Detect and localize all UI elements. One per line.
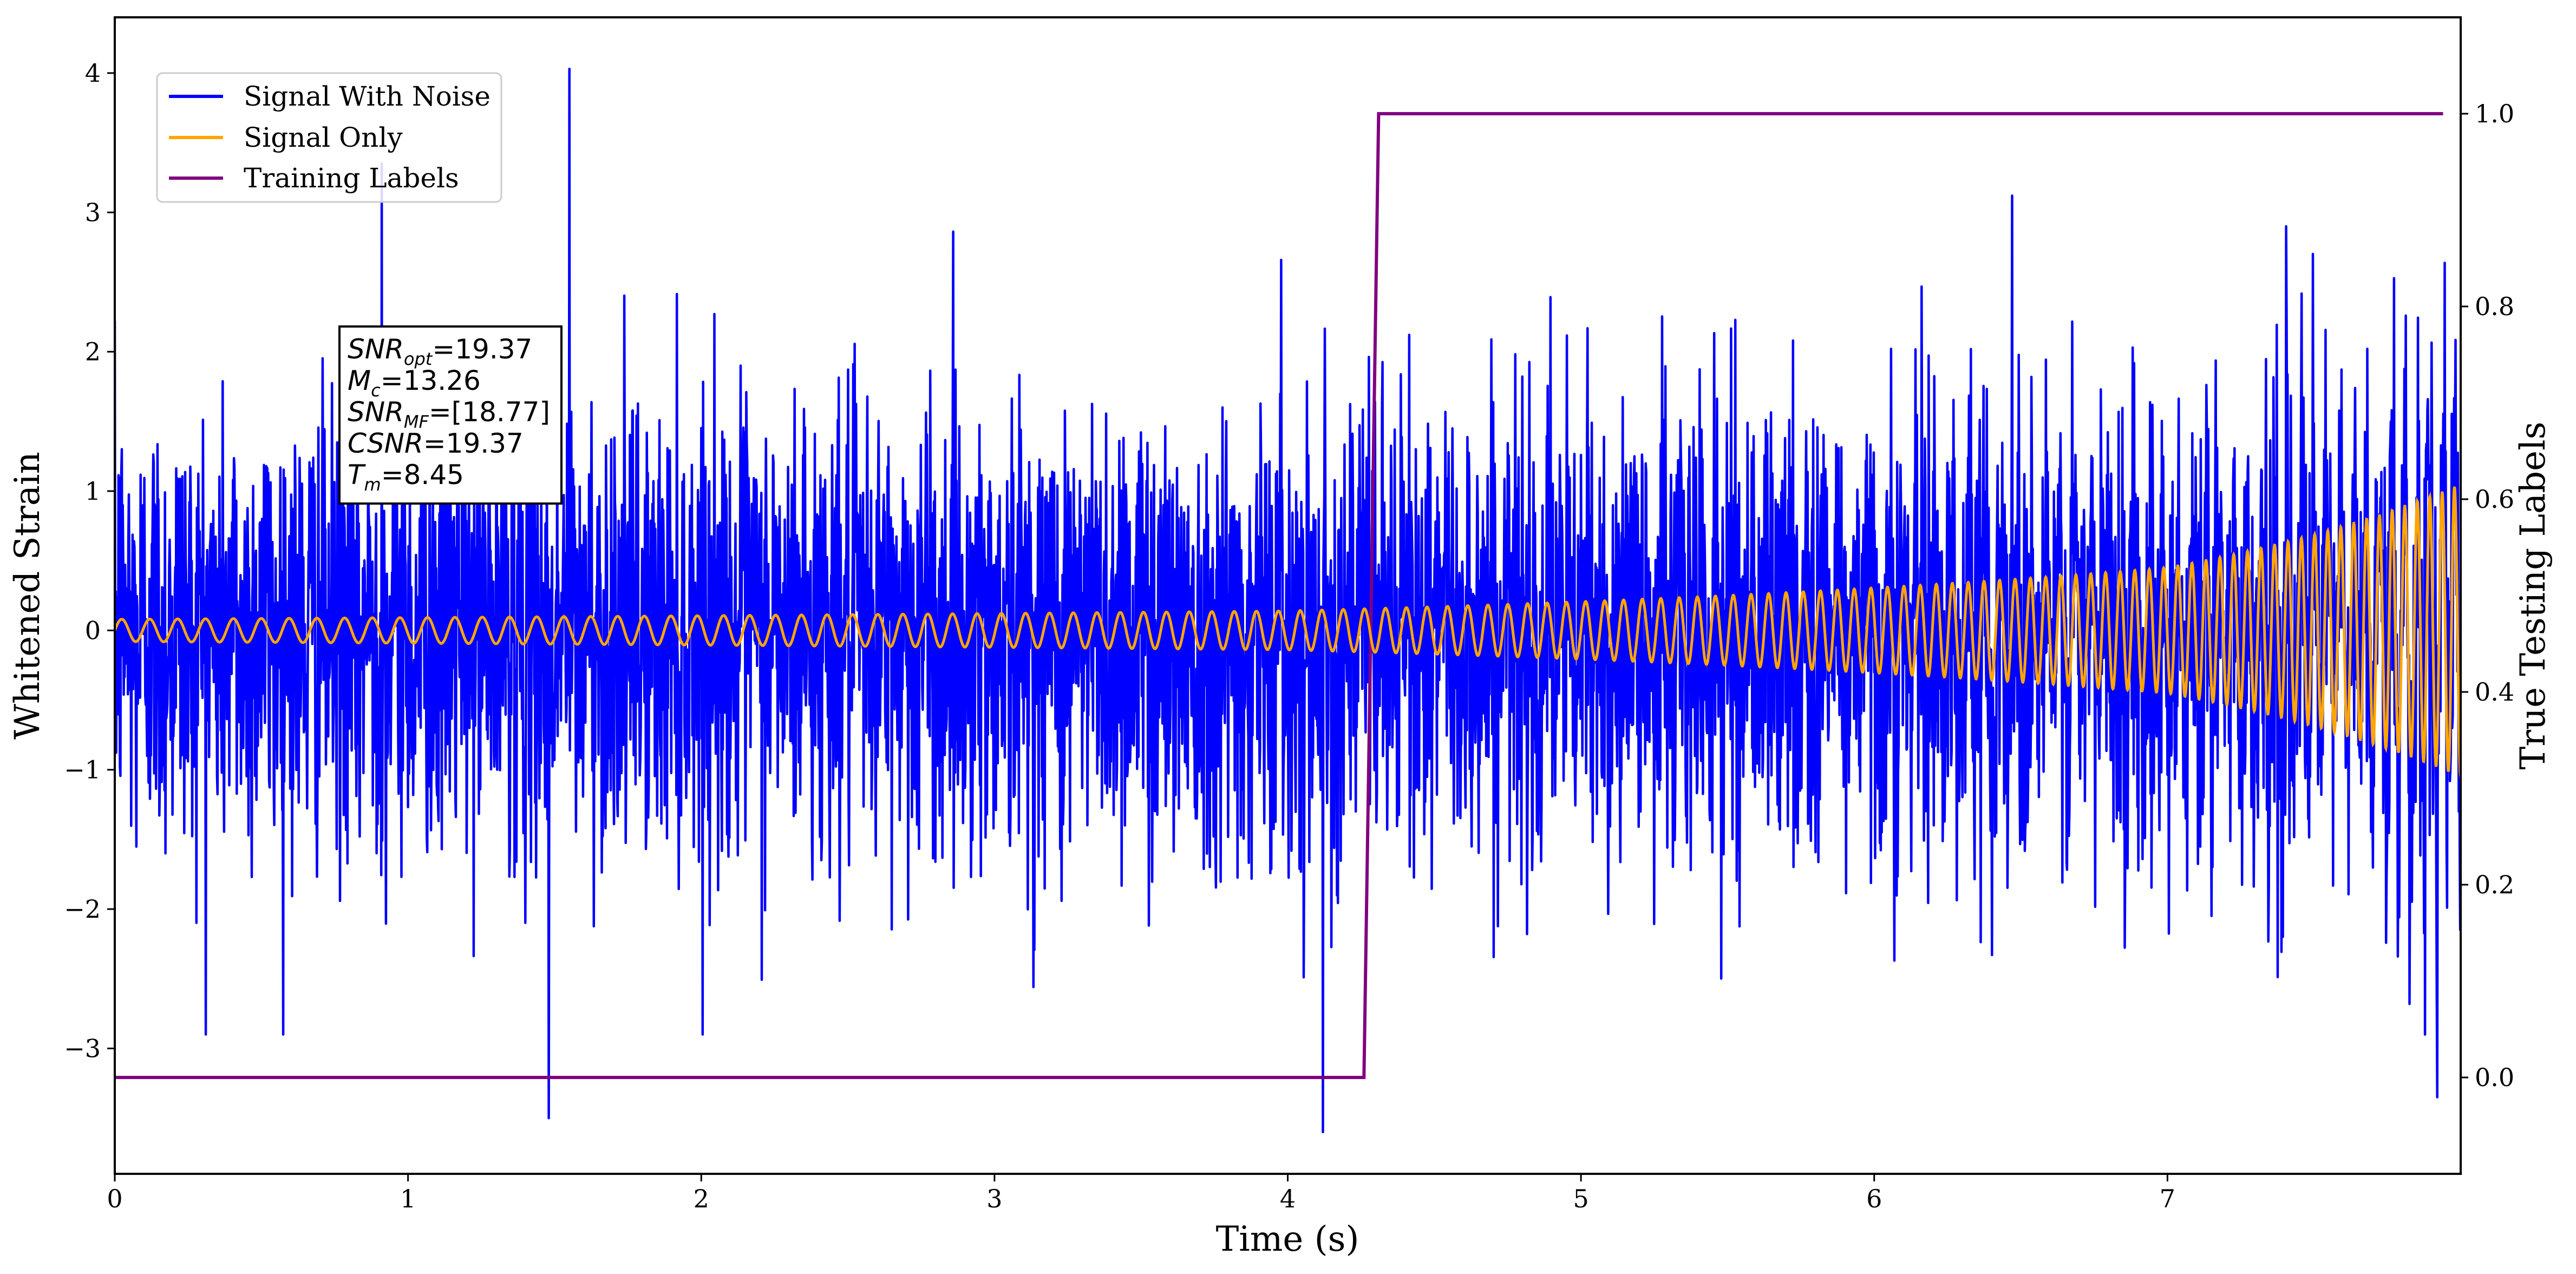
annotation-snr-mf: SNRMF=[18.77] — [348, 396, 550, 432]
signal-with-noise-line — [115, 67, 2461, 1134]
plot-area — [115, 67, 2461, 1134]
legend-label-signal-only: Signal Only — [244, 122, 403, 153]
x-tick-label: 3 — [986, 1184, 1002, 1213]
y-tick-label: −2 — [64, 894, 101, 924]
y-tick-label: −1 — [64, 755, 101, 785]
y-axis-right: 0.0 0.2 0.4 0.6 0.8 1.0 — [2461, 99, 2514, 1092]
y2-tick-label: 1.0 — [2475, 99, 2514, 128]
x-tick-label: 1 — [400, 1184, 416, 1213]
x-tick-label: 4 — [1280, 1184, 1296, 1213]
x-tick-label: 2 — [694, 1184, 709, 1213]
legend: Signal With Noise Signal Only Training L… — [156, 72, 502, 203]
annotation-merger-time: Tm=8.45 — [348, 459, 464, 495]
annotation-chirp-mass: Mc=13.26 — [348, 365, 481, 401]
x-tick-label: 5 — [1573, 1184, 1588, 1213]
y2-tick-label: 0.2 — [2475, 870, 2514, 899]
y2-axis-title: True Testing Labels — [2513, 422, 2553, 770]
y-tick-label: 0 — [85, 616, 101, 645]
snr-annotation: SNRopt=19.37 Mc=13.26 SNRMF=[18.77] CSNR… — [338, 325, 563, 505]
y-tick-label: 2 — [85, 337, 101, 367]
x-tick-label: 0 — [107, 1184, 122, 1213]
legend-box — [156, 72, 502, 203]
y-tick-label: 4 — [85, 58, 101, 88]
training-labels-line — [115, 112, 2443, 1079]
y-tick-label: −3 — [64, 1034, 101, 1063]
y-tick-label: 1 — [85, 476, 101, 506]
annotation-box — [338, 325, 563, 505]
x-axis-title: Time (s) — [1216, 1219, 1359, 1259]
y2-tick-label: 0.8 — [2475, 292, 2514, 321]
y-axis-left: −3 −2 −1 0 1 2 3 4 — [64, 58, 115, 1063]
x-tick-label: 7 — [2160, 1184, 2175, 1213]
y-axis-title: Whitened Strain — [8, 452, 48, 739]
x-axis: 0 1 2 3 4 5 6 7 — [107, 1174, 2175, 1213]
legend-label-training-labels: Training Labels — [244, 162, 459, 194]
legend-label-signal-with-noise: Signal With Noise — [244, 81, 491, 112]
x-tick-label: 6 — [1866, 1184, 1882, 1213]
y2-tick-label: 0.4 — [2475, 677, 2514, 707]
annotation-snr-opt: SNRopt=19.37 — [348, 334, 532, 369]
y2-tick-label: 0.6 — [2475, 485, 2514, 514]
y2-tick-label: 0.0 — [2475, 1063, 2514, 1092]
annotation-csnr: CSNR=19.37 — [348, 428, 524, 459]
signal-only-line — [115, 486, 2461, 778]
y-tick-label: 3 — [85, 198, 101, 227]
